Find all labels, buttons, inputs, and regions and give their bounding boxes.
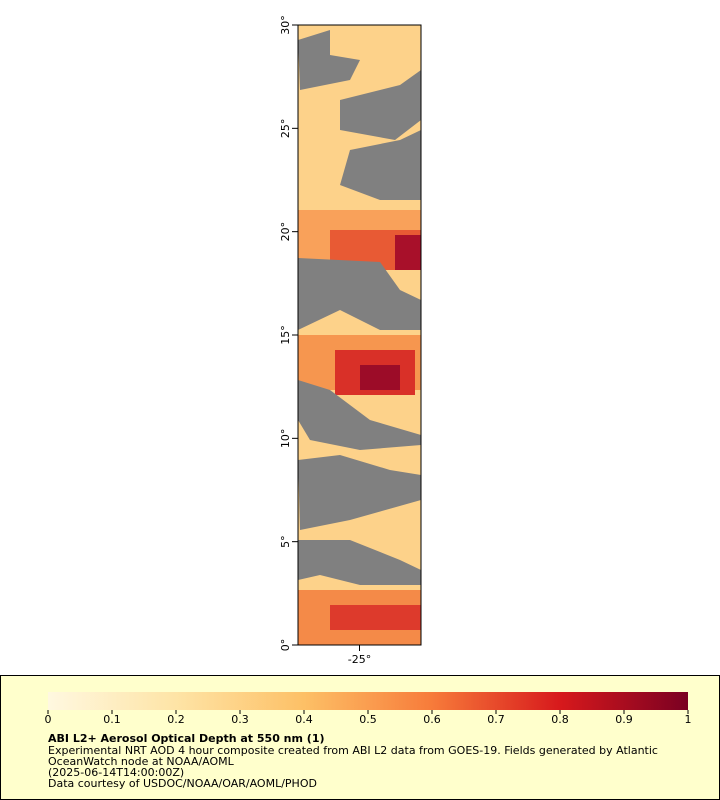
colorbar: [48, 692, 688, 710]
legend-line: Data courtesy of USDOC/NOAA/OAR/AOML/PHO…: [48, 777, 317, 790]
legend-line: Experimental NRT AOD 4 hour composite cr…: [48, 744, 658, 757]
lat-tick-label: 30°: [279, 15, 292, 35]
colorbar-tick-label: 0.1: [103, 713, 121, 726]
colorbar-tick-label: 0.7: [487, 713, 505, 726]
legend-line: (2025-06-14T14:00:00Z): [48, 766, 184, 779]
lat-tick-label: 15°: [279, 325, 292, 345]
axes: 0° 5° 10° 15° 20° 25° 30° -25°: [279, 15, 371, 666]
lon-tick-label: -25°: [348, 653, 371, 666]
legend-title: ABI L2+ Aerosol Optical Depth at 550 nm …: [48, 732, 325, 745]
colorbar-tick-label: 0.5: [359, 713, 377, 726]
lat-tick-label: 0°: [279, 639, 292, 652]
colorbar-tick-label: 0: [45, 713, 52, 726]
lat-tick-label: 10°: [279, 429, 292, 449]
legend-line: OceanWatch node at NOAA/AOML: [48, 755, 235, 768]
colorbar-tick-label: 0.9: [615, 713, 633, 726]
lat-tick-label: 25°: [279, 119, 292, 139]
colorbar-tick-label: 0.8: [551, 713, 569, 726]
colorbar-tick-label: 1: [685, 713, 692, 726]
aod-imagery: [298, 25, 421, 645]
colorbar-tick-label: 0.2: [167, 713, 185, 726]
colorbar-tick-label: 0.4: [295, 713, 313, 726]
colorbar-tick-label: 0.3: [231, 713, 249, 726]
lat-tick-label: 5°: [279, 535, 292, 548]
colorbar-ticks: 0 0.1 0.2 0.3 0.4 0.5 0.6 0.7 0.8 0.9 1: [45, 710, 692, 726]
colorbar-tick-label: 0.6: [423, 713, 441, 726]
lat-tick-label: 20°: [279, 222, 292, 242]
